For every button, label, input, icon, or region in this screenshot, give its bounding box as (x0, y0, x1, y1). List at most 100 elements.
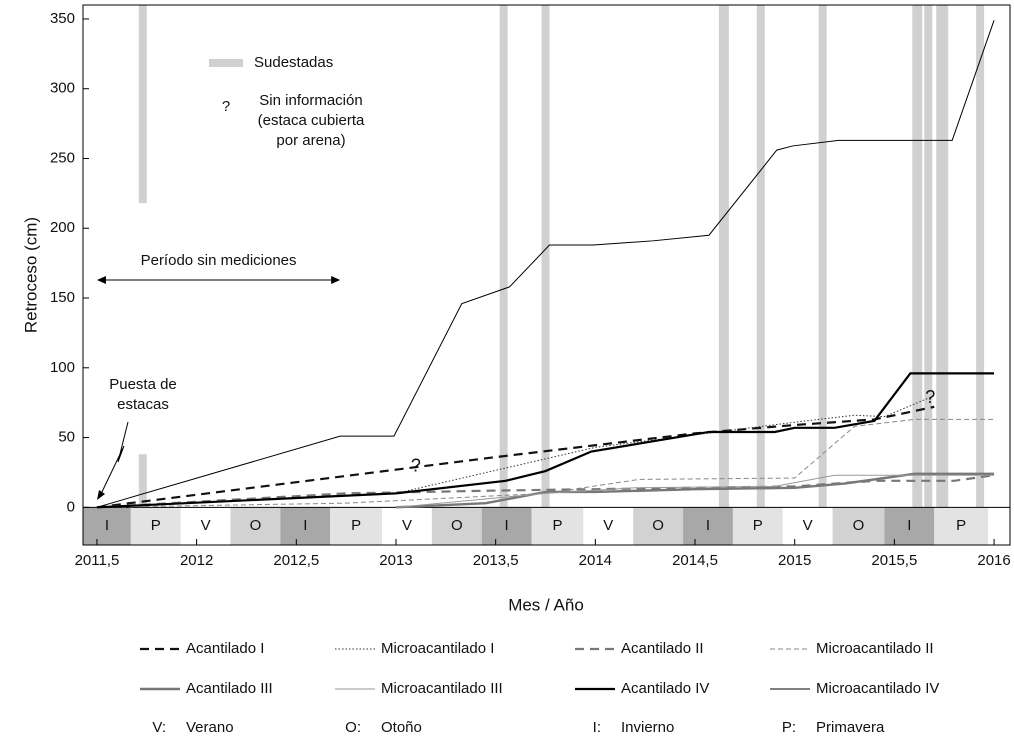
season-key: P: (782, 719, 796, 736)
x-tick-label: 2016 (977, 552, 1010, 569)
legend-label: Acantilado I (186, 640, 264, 657)
x-axis-label: Mes / Año (508, 595, 584, 614)
series-line (96, 372, 995, 509)
annotation: (estaca cubierta (258, 112, 365, 129)
x-tick-label: 2015 (778, 552, 811, 569)
season-label: I (907, 517, 911, 534)
arrow-head (97, 490, 105, 500)
season-label: P (151, 517, 161, 534)
season-band (481, 507, 532, 545)
legend-label: Sudestadas (254, 54, 333, 71)
season-band (683, 507, 733, 545)
season-name: Invierno (621, 719, 674, 736)
season-label: V (402, 517, 412, 534)
season-key: O: (345, 719, 361, 736)
sudestada-bar (718, 5, 729, 508)
series-line (395, 472, 995, 509)
sudestada-bar (936, 5, 949, 508)
season-band (180, 507, 231, 545)
season-name: Primavera (816, 719, 885, 736)
legend-label: Acantilado III (186, 680, 273, 697)
legend-label: Microacantilado I (381, 640, 494, 657)
season-label: P (552, 517, 562, 534)
season-band (83, 507, 131, 545)
season-band (782, 507, 833, 545)
annotation: Período sin mediciones (141, 252, 297, 269)
annotation-mark: ? (411, 456, 421, 476)
legend-label: Acantilado IV (621, 680, 709, 697)
sudestada-bar (924, 5, 933, 508)
series-line (96, 405, 935, 509)
y-tick-label: 250 (50, 149, 75, 166)
season-label: V (201, 517, 211, 534)
season-band (280, 507, 331, 545)
x-tick-label: 2012,5 (273, 552, 319, 569)
legend-label: Acantilado II (621, 640, 704, 657)
annotation: Sin información (259, 92, 362, 109)
stake-arrow (99, 421, 129, 497)
legend-swatch (209, 59, 243, 67)
season-band (832, 507, 885, 545)
season-band (633, 507, 684, 545)
y-tick-label: 100 (50, 359, 75, 376)
season-label: P (753, 517, 763, 534)
sudestada-bar (818, 5, 827, 508)
season-label: O (451, 517, 463, 534)
legend-label: Microacantilado II (816, 640, 934, 657)
season-label: I (303, 517, 307, 534)
season-band (732, 507, 783, 545)
season-label: P (351, 517, 361, 534)
sudestada-bar (912, 5, 923, 508)
legend-label: Microacantilado IV (816, 680, 939, 697)
season-label: O (853, 517, 865, 534)
season-key: I: (593, 719, 601, 736)
y-axis-label: Retroceso (cm) (21, 217, 40, 333)
season-key: V: (152, 719, 166, 736)
series-line (96, 20, 995, 508)
season-band (531, 507, 584, 545)
season-label: O (652, 517, 664, 534)
season-label: I (505, 517, 509, 534)
y-tick-label: 350 (50, 10, 75, 27)
y-tick-label: 50 (58, 429, 75, 446)
x-tick-label: 2013 (379, 552, 412, 569)
x-tick-label: 2014 (579, 552, 612, 569)
season-band (130, 507, 181, 545)
sudestada-bar (138, 5, 147, 204)
x-tick-label: 2015,5 (871, 552, 917, 569)
x-tick-label: 2012 (180, 552, 213, 569)
season-band (884, 507, 935, 545)
legend-label: Microacantilado III (381, 680, 503, 697)
season-band (230, 507, 281, 545)
series-line (96, 474, 995, 509)
season-label: I (706, 517, 710, 534)
season-name: Verano (186, 719, 234, 736)
sudestada-bar (541, 5, 550, 508)
x-tick-label: 2013,5 (473, 552, 519, 569)
season-band (330, 507, 383, 545)
season-label: V (603, 517, 613, 534)
y-tick-label: 200 (50, 219, 75, 236)
season-band (431, 507, 482, 545)
y-tick-label: 0 (67, 498, 75, 515)
annotation: estacas (117, 396, 169, 413)
season-label: V (803, 517, 813, 534)
season-band (583, 507, 634, 545)
y-tick-label: 300 (50, 80, 75, 97)
season-band (934, 507, 989, 545)
season-label: O (250, 517, 262, 534)
series-line (395, 474, 995, 508)
sudestada-bar (138, 454, 147, 508)
season-label: I (105, 517, 109, 534)
annotation: ? (222, 98, 230, 115)
season-band (382, 507, 432, 545)
sudestada-bar (756, 5, 765, 508)
sudestada-bar (976, 5, 985, 508)
annotation-mark: ? (925, 387, 935, 407)
sudestada-bar (499, 5, 508, 508)
season-label: P (956, 517, 966, 534)
x-tick-label: 2011,5 (75, 552, 120, 569)
plot-frame (82, 4, 1011, 546)
y-tick-label: 150 (50, 289, 75, 306)
